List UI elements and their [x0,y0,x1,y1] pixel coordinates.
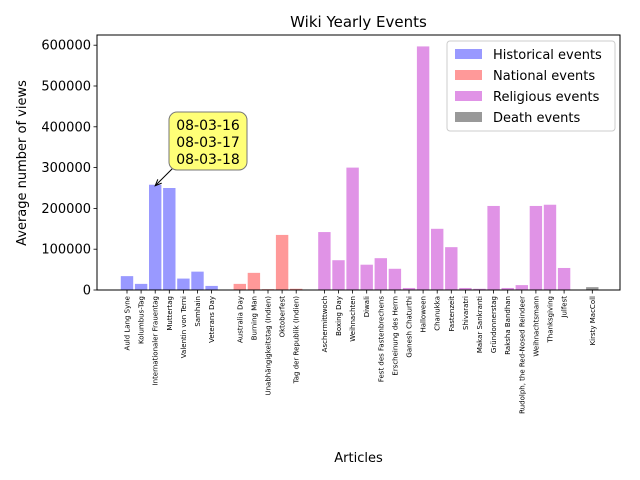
bar-australia-day [233,283,246,290]
category-label-kirsty-maccoll: Kirsty MacColl [589,296,597,345]
category-label-muttertag: Muttertag [166,296,174,331]
category-label-erscheinung-des-herrn: Erscheinung des Herrn [391,296,399,376]
category-label-julfest: Julfest [561,296,569,319]
bar-weihnachtsmann [529,205,543,290]
bar-shivaratri [459,287,472,290]
bar-kolumbus-tag [134,283,148,290]
y-axis-title: Average number of views [15,80,30,246]
category-label-fastenzeit: Fastenzeit [448,296,456,332]
category-label-diwali: Diwali [363,296,371,317]
bar-ganesh-chaturthi [402,287,416,290]
legend-label-historical-events: Historical events [493,48,602,63]
category-label-ganesh-chaturthi: Ganesh Chaturthi [406,296,414,358]
x-axis-title: Articles [334,451,383,466]
category-label-boxing-day: Boxing Day [335,296,343,336]
legend-swatch-historical-events [455,49,482,59]
category-label-australia-day: Australia Day [236,296,244,343]
bar-samhain [191,271,204,290]
bar-gr-ndonnerstag [487,205,500,290]
bar-diwali [360,264,373,290]
legend-swatch-religious-events [455,91,482,101]
bar-boxing-day [332,260,345,290]
bar-muttertag [163,188,176,290]
bar-valentin-von-terni [177,278,190,290]
plot-frame [96,34,621,291]
y-tick-label-0: 0 [83,284,91,299]
category-label-raksha-bandhan: Raksha Bandhan [504,296,512,355]
bar-makar-sankranti [473,288,486,290]
category-label-weihnachtsmann: Weihnachtsmann [532,296,540,357]
category-label-aschermittwoch: Aschermittwoch [321,296,329,352]
category-label-weihnachten: Weihnachten [349,296,357,342]
bar-thanksgiving [543,204,557,290]
category-label-kolumbus-tag: Kolumbus-Tag [138,296,146,344]
category-label-shivaratri: Shivaratri [462,296,470,330]
annotation-line-1: 08-03-16 [176,118,240,134]
legend-swatch-death-events [455,112,482,122]
category-label-rudolph-the-red-nosed-reindeer: Rudolph, the Red-Nosed Reindeer [518,296,526,414]
category-labels-group: Auld Lang Syne Kolumbus-Tag Internationale… [124,296,597,414]
bar-halloween [416,46,430,290]
y-tick-label-400000: 400000 [41,120,91,135]
category-label-oktoberfest: Oktoberfest [279,296,287,338]
bar-weihnachten [346,167,359,290]
y-tick-label-100000: 100000 [41,243,91,258]
bar-fastenzeit [445,247,458,290]
category-label-tag-der-republik-indien: Tag der Republik (Indien) [293,296,301,385]
category-label-thanksgiving: Thanksgiving [547,296,555,344]
legend-frame [446,40,616,132]
bar-chanukka [431,228,444,290]
axes-group: 0 100000 200000 300000 400000 500000 600000 [41,34,621,299]
chart-title: Wiki Yearly Events [290,13,427,31]
category-label-auld-lang-syne: Auld Lang Syne [124,296,132,350]
category-label-fest-des-fastenbrechens: Fest des Fastenbrechens [377,296,385,382]
annotation-arrow-line [154,166,175,187]
y-tick-label-500000: 500000 [41,80,91,95]
y-tick-label-200000: 200000 [41,202,91,217]
bar-erscheinung-des-herrn [388,268,402,290]
bar-julfest [557,267,571,290]
category-label-internationaler-frauentag: Internationaler Frauentag [152,296,160,385]
legend-label-death-events: Death events [493,111,580,126]
bar-internationaler-frauentag [149,184,162,290]
annotation-box [168,111,248,171]
category-label-burning-man: Burning Man [250,296,258,340]
bar-tag-der-republik-indien [290,288,303,290]
bar-fest-des-fastenbrechens [374,258,387,290]
legend: Historical events National events Religiou… [446,40,616,132]
legend-label-religious-events: Religious events [493,90,600,105]
category-label-unabh-ngigkeitstag-indien: Unabhängigkeitstag (Indien) [265,296,273,396]
annotation-line-2: 08-03-17 [176,135,240,151]
category-label-veterans-day: Veterans Day [208,296,216,343]
bar-burning-man [247,272,261,290]
y-tick-label-600000: 600000 [41,39,91,54]
bar-raksha-bandhan [501,287,514,290]
category-label-makar-sankranti: Makar Sankranti [476,296,484,353]
category-label-chanukka: Chanukka [434,296,442,331]
bar-kirsty-maccoll [586,287,599,290]
y-tick-label-300000: 300000 [41,161,91,176]
bar-auld-lang-syne [120,276,134,290]
bars-group [120,46,599,290]
annotation-line-3: 08-03-18 [176,152,240,168]
category-label-gr-ndonnerstag: Gründonnerstag [490,296,498,353]
category-label-halloween: Halloween [420,296,428,333]
bar-aschermittwoch [318,232,331,290]
bar-veterans-day [205,285,218,290]
bar-oktoberfest [275,234,289,290]
category-label-valentin-von-terni: Valentin von Terni [180,296,188,358]
legend-swatch-national-events [455,70,482,80]
category-label-samhain: Samhain [194,296,202,327]
legend-label-national-events: National events [493,69,595,84]
bar-rudolph-the-red-nosed-reindeer [515,285,528,290]
annotation-arrow-head [154,179,162,187]
